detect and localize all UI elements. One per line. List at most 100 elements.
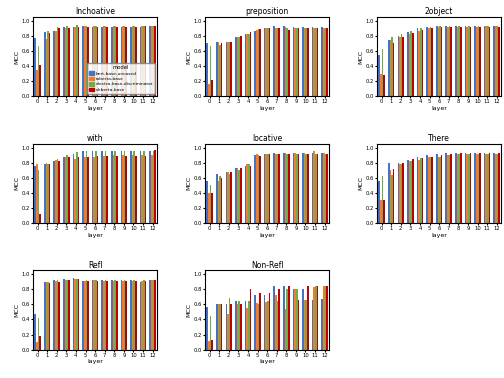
Bar <box>238 37 240 96</box>
Bar <box>238 170 240 223</box>
Bar <box>149 279 151 350</box>
Bar <box>240 168 241 223</box>
Bar <box>267 301 269 350</box>
Bar <box>274 26 275 96</box>
Bar <box>412 33 414 96</box>
Bar <box>326 154 328 223</box>
X-axis label: layer: layer <box>87 359 103 364</box>
Bar <box>106 156 108 223</box>
Bar <box>145 26 146 96</box>
Bar <box>267 28 269 96</box>
Bar <box>305 28 307 96</box>
Bar <box>114 26 116 96</box>
Bar <box>420 28 422 96</box>
Bar <box>431 156 433 223</box>
Bar <box>122 281 124 350</box>
Bar <box>258 29 259 96</box>
Bar <box>477 26 479 96</box>
Bar <box>154 279 156 350</box>
Bar <box>457 153 458 223</box>
Bar <box>49 282 50 350</box>
Bar <box>82 281 84 350</box>
Bar <box>124 280 125 350</box>
Bar <box>493 26 495 96</box>
Bar <box>391 37 393 96</box>
Bar <box>53 31 55 96</box>
Bar <box>58 161 60 223</box>
Bar <box>283 153 285 223</box>
Bar <box>244 301 246 350</box>
Bar <box>322 153 323 223</box>
Bar <box>466 27 468 96</box>
X-axis label: layer: layer <box>259 359 275 364</box>
Bar <box>293 27 294 96</box>
Bar <box>39 65 41 96</box>
Bar <box>493 153 495 223</box>
Bar <box>227 42 229 96</box>
Bar <box>286 153 288 223</box>
Bar <box>313 287 315 350</box>
Bar <box>120 27 122 96</box>
Bar <box>68 28 70 96</box>
X-axis label: layer: layer <box>259 232 275 237</box>
Bar <box>285 27 286 96</box>
Bar <box>237 304 238 350</box>
Bar <box>285 309 286 350</box>
Bar <box>208 193 210 223</box>
Bar <box>45 282 47 350</box>
Bar <box>474 26 476 96</box>
Bar <box>45 39 47 96</box>
Bar <box>86 151 87 223</box>
Bar <box>210 185 211 223</box>
Bar <box>428 157 429 223</box>
Bar <box>221 178 222 223</box>
Bar <box>39 214 41 223</box>
Bar <box>143 280 145 350</box>
Bar <box>76 25 78 96</box>
Bar <box>485 153 487 223</box>
Bar <box>105 280 106 350</box>
Bar <box>264 28 266 96</box>
Bar <box>120 151 122 223</box>
Bar <box>244 34 246 96</box>
Title: with: with <box>87 134 103 143</box>
Bar <box>255 155 256 223</box>
Bar <box>124 151 125 223</box>
Bar <box>275 295 277 350</box>
Bar <box>278 154 280 223</box>
X-axis label: layer: layer <box>259 106 275 111</box>
Bar <box>297 154 299 223</box>
Bar <box>87 156 89 223</box>
Bar <box>383 75 385 96</box>
Bar <box>112 26 114 96</box>
Bar <box>45 163 47 223</box>
Bar <box>106 27 108 96</box>
Bar <box>422 30 423 96</box>
Bar <box>426 155 428 223</box>
Bar <box>293 153 294 223</box>
Bar <box>418 160 420 223</box>
Bar <box>211 80 213 96</box>
Bar <box>135 281 137 350</box>
Bar <box>38 170 39 223</box>
Bar <box>256 30 258 96</box>
Bar <box>420 158 422 223</box>
Bar <box>47 164 49 223</box>
Bar <box>422 158 423 223</box>
Bar <box>74 27 76 96</box>
Bar <box>266 154 267 223</box>
Bar <box>294 28 296 96</box>
Title: Refl: Refl <box>88 261 102 270</box>
Bar <box>130 279 132 350</box>
Bar <box>237 168 238 223</box>
Bar <box>65 279 67 350</box>
Bar <box>439 156 441 223</box>
Bar <box>57 280 58 350</box>
Bar <box>142 26 143 96</box>
Bar <box>145 156 146 223</box>
Bar <box>101 280 103 350</box>
Bar <box>53 161 55 223</box>
Bar <box>229 174 230 223</box>
Bar <box>476 153 477 223</box>
Bar <box>274 153 275 223</box>
